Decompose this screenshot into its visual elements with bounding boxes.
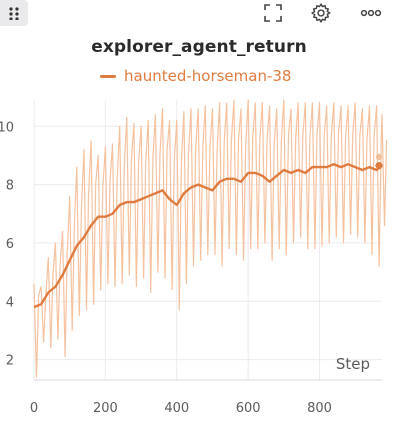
fullscreen-icon[interactable] [258, 0, 288, 26]
smoothed-last-point [375, 162, 383, 170]
x-tick-label: 600 [236, 401, 261, 416]
gear-icon[interactable] [306, 0, 336, 26]
y-tick-label: 6 [6, 237, 14, 252]
panel-toolbar [0, 0, 412, 26]
y-tick-label: 2 [6, 354, 14, 369]
drag-handle-icon[interactable] [0, 0, 28, 26]
x-tick-label: 800 [307, 401, 332, 416]
legend-swatch [100, 74, 116, 78]
chart-legend[interactable]: haunted-horseman-38 [100, 66, 291, 86]
x-tick-label: 200 [93, 401, 118, 416]
chart-title: explorer_agent_return [91, 37, 307, 57]
y-tick-label: 10 [0, 120, 14, 135]
legend-series-name: haunted-horseman-38 [124, 67, 292, 85]
more-options-icon[interactable] [354, 0, 388, 26]
raw-last-point [375, 153, 383, 161]
raw-series-line [33, 99, 388, 378]
y-tick-label: 4 [6, 295, 14, 310]
x-tick-label: 400 [164, 401, 189, 416]
x-axis-label: Step [336, 355, 370, 373]
x-tick-label: 0 [30, 401, 38, 416]
smoothed-series-line [33, 162, 383, 309]
y-tick-label: 8 [6, 179, 14, 194]
